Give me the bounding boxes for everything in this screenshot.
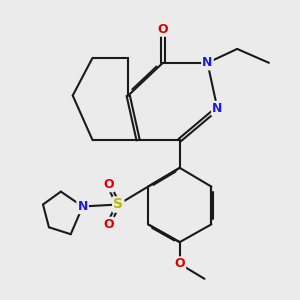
Text: N: N — [77, 200, 88, 213]
Text: N: N — [202, 56, 213, 69]
Text: O: O — [174, 257, 185, 270]
Text: O: O — [158, 22, 168, 36]
Text: N: N — [212, 102, 223, 115]
Text: S: S — [113, 197, 123, 212]
Text: O: O — [103, 218, 114, 231]
Text: O: O — [103, 178, 114, 191]
